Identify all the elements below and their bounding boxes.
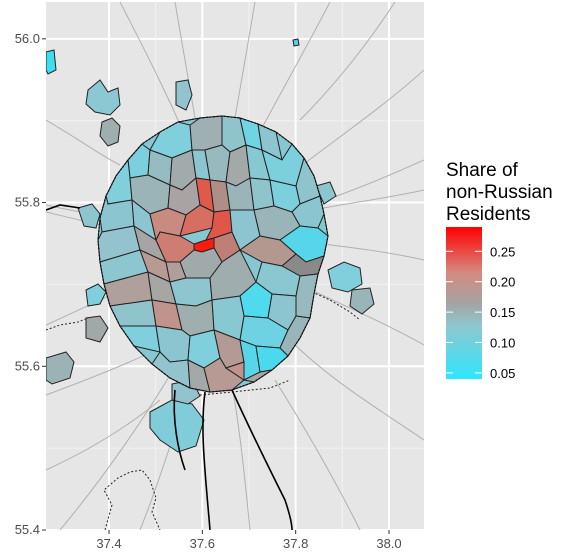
y-tick-label: 55.4 (15, 522, 40, 537)
legend: Share of non-Russian Residents 0.05 0.10 0… (446, 160, 553, 381)
road (274, 379, 361, 530)
district-nw-outer (99, 117, 121, 147)
district-e-outer-2 (349, 287, 375, 315)
city-districts (97, 115, 329, 393)
legend-tick-label: 0.20 (490, 275, 515, 290)
river-southwest (173, 389, 186, 471)
road (289, 339, 424, 441)
road (46, 119, 121, 166)
district-s1 (169, 277, 213, 307)
x-tick-label: 37.6 (190, 536, 215, 551)
legend-colorbar (446, 227, 482, 379)
outer-districts (46, 38, 375, 453)
legend-tick-label: 0.25 (490, 244, 515, 259)
district-sw-outer (46, 351, 75, 385)
district-w-outer-1 (77, 203, 101, 229)
road (46, 399, 161, 471)
grid-lines (46, 2, 424, 531)
axes: 37.4 37.6 37.8 38.0 55.4 55.6 55.8 56.0 (15, 31, 402, 551)
district-w-outer-3 (85, 315, 109, 343)
railway-southern (202, 391, 211, 530)
legend-title-line-3: Residents (446, 204, 531, 225)
legend-tick-label: 0.05 (490, 366, 515, 381)
road (231, 384, 251, 530)
x-tick-label: 37.4 (96, 536, 121, 551)
railway-south-east (231, 389, 293, 530)
district-north-enclave (175, 79, 193, 111)
major-lines (46, 204, 293, 530)
y-tick-label: 55.8 (15, 195, 40, 210)
legend-tick-label: 0.15 (490, 305, 515, 320)
district-small-north (292, 38, 300, 47)
road (299, 2, 396, 121)
dotted-boundaries (46, 291, 361, 530)
legend-tick-label: 0.10 (490, 336, 515, 351)
x-tick-label: 38.0 (376, 536, 401, 551)
district-n2 (189, 115, 223, 151)
x-tick-label: 37.8 (283, 536, 308, 551)
district-west-edge (46, 49, 57, 75)
district-ss4 (224, 361, 245, 381)
legend-title-line-1: Share of (446, 160, 519, 181)
district-ss5 (242, 369, 273, 383)
y-tick-label: 55.6 (15, 358, 40, 373)
y-tick-label: 56.0 (15, 31, 40, 46)
district-e-outer-1 (327, 261, 363, 293)
district-ne-outer (315, 181, 337, 205)
legend-title-line-2: non-Russian (446, 182, 553, 203)
district-zelenograd (85, 79, 121, 116)
district-s13 (255, 345, 289, 373)
district-w-outer-2 (85, 283, 107, 307)
rail-west (46, 204, 81, 211)
